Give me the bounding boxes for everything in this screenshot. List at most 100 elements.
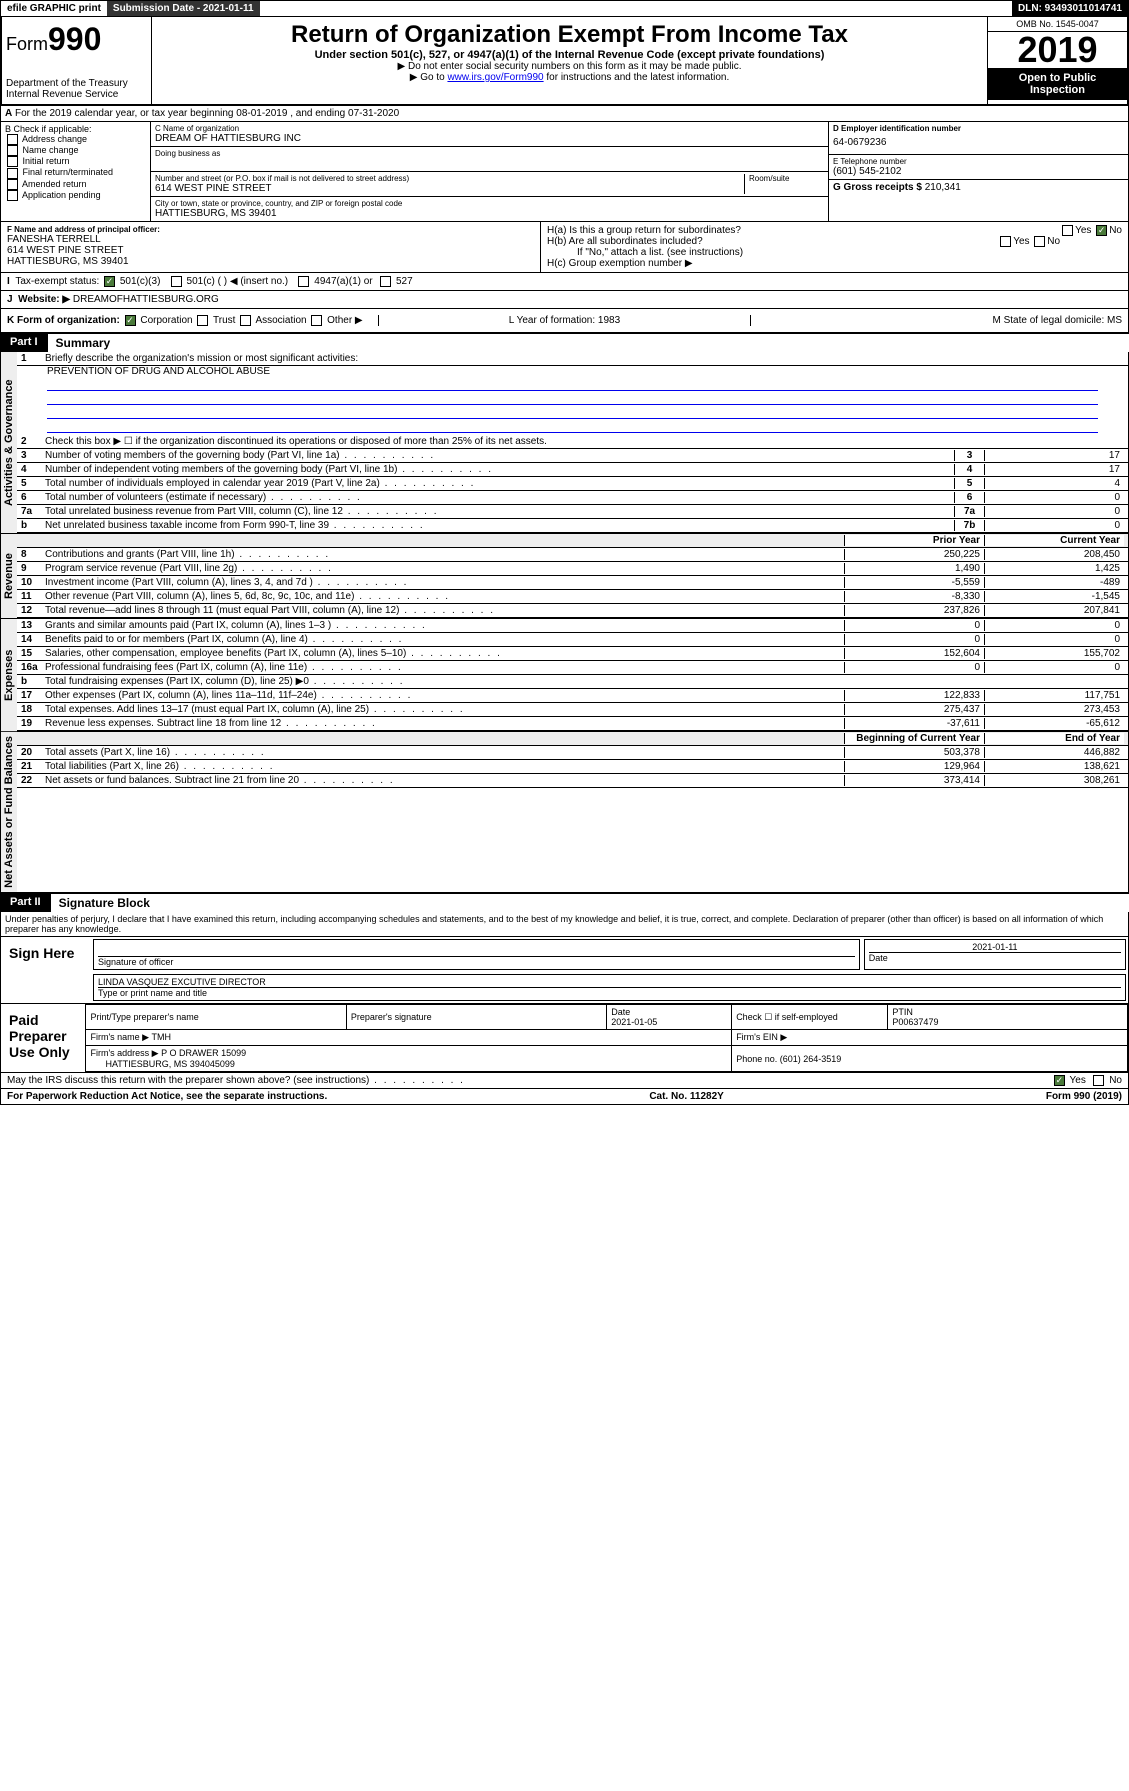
opt-name-change[interactable]: Name change	[5, 145, 146, 156]
tax-year: 2019	[988, 32, 1127, 68]
summary-line: 9Program service revenue (Part VIII, lin…	[17, 562, 1128, 576]
firm-addr-label: Firm's address ▶	[90, 1048, 158, 1058]
section-a-taxyear: A For the 2019 calendar year, or tax yea…	[0, 106, 1129, 122]
no-label: No	[1047, 236, 1060, 247]
part1-title: Summary	[48, 334, 119, 352]
opt-amended[interactable]: Amended return	[5, 179, 146, 190]
gross-receipts-value: 210,341	[925, 182, 961, 193]
summary-line: 19Revenue less expenses. Subtract line 1…	[17, 717, 1128, 731]
summary-line: 4Number of independent voting members of…	[17, 463, 1128, 477]
form-ref: Form 990 (2019)	[1046, 1091, 1122, 1102]
summary-line: 16aProfessional fundraising fees (Part I…	[17, 661, 1128, 675]
box-b: B Check if applicable: Address change Na…	[1, 122, 151, 221]
officer-addr2: HATTIESBURG, MS 39401	[7, 256, 534, 267]
prep-date: 2021-01-05	[611, 1017, 657, 1027]
opt-label: Address change	[22, 134, 87, 144]
part2-title: Signature Block	[51, 894, 158, 912]
col-prior: Prior Year	[844, 535, 984, 546]
trust: Trust	[213, 315, 235, 326]
firm-name-label: Firm's name ▶	[90, 1032, 149, 1042]
signature-block: Sign Here Signature of officer 2021-01-1…	[0, 937, 1129, 1004]
city-state-zip: HATTIESBURG, MS 39401	[155, 208, 824, 219]
discuss-text: May the IRS discuss this return with the…	[7, 1075, 465, 1086]
opt-address-change[interactable]: Address change	[5, 134, 146, 145]
corp: Corporation	[140, 315, 192, 326]
opt-initial-return[interactable]: Initial return	[5, 156, 146, 167]
sig-date: 2021-01-11	[869, 942, 1121, 952]
summary-line: 22Net assets or fund balances. Subtract …	[17, 774, 1128, 788]
summary-line: 20Total assets (Part X, line 16)503,3784…	[17, 746, 1128, 760]
prep-sig-label: Preparer's signature	[346, 1005, 606, 1030]
part2-header: Part II Signature Block	[0, 893, 1129, 912]
date-label: Date	[869, 953, 1121, 963]
dln: DLN: 93493011014741	[1012, 1, 1128, 16]
ssn-note: ▶ Do not enter social security numbers o…	[156, 61, 983, 72]
tax-year-range: For the 2019 calendar year, or tax year …	[15, 108, 399, 119]
firm-addr: P O DRAWER 15099	[161, 1048, 246, 1058]
h-b: H(b) Are all subordinates included? Yes …	[547, 236, 1122, 247]
open-public: Open to Public Inspection	[988, 68, 1127, 100]
part1-badge: Part I	[0, 334, 48, 352]
ein-label: D Employer identification number	[833, 124, 1124, 133]
q2-discontinued: Check this box ▶ ☐ if the organization d…	[45, 436, 1124, 447]
paperwork-notice: For Paperwork Reduction Act Notice, see …	[7, 1091, 327, 1102]
opt-final-return[interactable]: Final return/terminated	[5, 167, 146, 178]
box-f-h-row: F Name and address of principal officer:…	[0, 222, 1129, 273]
vtab-revenue: Revenue	[1, 534, 17, 618]
row-j: J Website: ▶ DREAMOFHATTIESBURG.ORG	[0, 291, 1129, 309]
hb-text: H(b) Are all subordinates included?	[547, 236, 703, 247]
summary-line: 14Benefits paid to or for members (Part …	[17, 633, 1128, 647]
assoc: Association	[255, 315, 306, 326]
summary-line: 18Total expenses. Add lines 13–17 (must …	[17, 703, 1128, 717]
summary-line: 10Investment income (Part VIII, column (…	[17, 576, 1128, 590]
part1-header: Part I Summary	[0, 333, 1129, 352]
efile-label: efile GRAPHIC print	[1, 1, 107, 16]
box-defg: D Employer identification number 64-0679…	[828, 122, 1128, 221]
website-value: DREAMOFHATTIESBURG.ORG	[73, 294, 219, 305]
box-b-title: B Check if applicable:	[5, 124, 146, 134]
527: 527	[396, 276, 413, 287]
phone-value: (601) 545-2102	[833, 166, 1124, 177]
summary-line: 13Grants and similar amounts paid (Part …	[17, 619, 1128, 633]
opt-label: Final return/terminated	[23, 167, 114, 177]
summary-line: 8Contributions and grants (Part VIII, li…	[17, 548, 1128, 562]
summary-line: bNet unrelated business taxable income f…	[17, 519, 1128, 533]
summary-line: 6Total number of volunteers (estimate if…	[17, 491, 1128, 505]
netassets-section: Net Assets or Fund Balances Beginning of…	[0, 732, 1129, 893]
irs-link[interactable]: www.irs.gov/Form990	[447, 72, 543, 83]
self-employed-check: Check ☐ if self-employed	[732, 1005, 888, 1030]
website-label: Website: ▶	[18, 294, 70, 305]
expenses-section: Expenses 13Grants and similar amounts pa…	[0, 619, 1129, 732]
4947a1: 4947(a)(1) or	[314, 276, 372, 287]
box-c: C Name of organization DREAM OF HATTIESB…	[151, 122, 828, 221]
summary-line: 15Salaries, other compensation, employee…	[17, 647, 1128, 661]
state-domicile: M State of legal domicile: MS	[750, 315, 1122, 326]
paid-preparer-block: Paid Preparer Use Only Print/Type prepar…	[0, 1004, 1129, 1073]
paid-preparer-table: Print/Type preparer's name Preparer's si…	[85, 1004, 1128, 1072]
col-current: Current Year	[984, 535, 1124, 546]
org-info-grid: B Check if applicable: Address change Na…	[0, 122, 1129, 222]
yes-label: Yes	[1013, 236, 1029, 247]
opt-app-pending[interactable]: Application pending	[5, 190, 146, 201]
ptin-value: P00637479	[892, 1017, 938, 1027]
form-header: Form990 Department of the Treasury Inter…	[0, 17, 1129, 106]
summary-line: 11Other revenue (Part VIII, column (A), …	[17, 590, 1128, 604]
form-label: Form	[6, 34, 48, 54]
summary-line: 3Number of voting members of the governi…	[17, 449, 1128, 463]
col-begin: Beginning of Current Year	[844, 733, 984, 744]
type-name-label: Type or print name and title	[98, 988, 1121, 998]
submission-date: Submission Date - 2021-01-11	[107, 1, 260, 16]
perjury-text: Under penalties of perjury, I declare th…	[0, 912, 1129, 937]
vtab-expenses: Expenses	[1, 619, 17, 731]
501c: 501(c) ( ) ◀ (insert no.)	[187, 276, 289, 287]
sig-officer-label: Signature of officer	[98, 957, 855, 967]
prep-name-label: Print/Type preparer's name	[86, 1005, 346, 1030]
summary-line: 17Other expenses (Part IX, column (A), l…	[17, 689, 1128, 703]
hc-text: H(c) Group exemption number ▶	[547, 258, 1122, 269]
no-label: No	[1109, 225, 1122, 236]
dept-treasury: Department of the Treasury	[6, 78, 147, 89]
opt-label: Application pending	[22, 190, 101, 200]
yes-label: Yes	[1075, 225, 1091, 236]
other: Other ▶	[327, 315, 362, 326]
discuss-no: No	[1109, 1075, 1122, 1086]
